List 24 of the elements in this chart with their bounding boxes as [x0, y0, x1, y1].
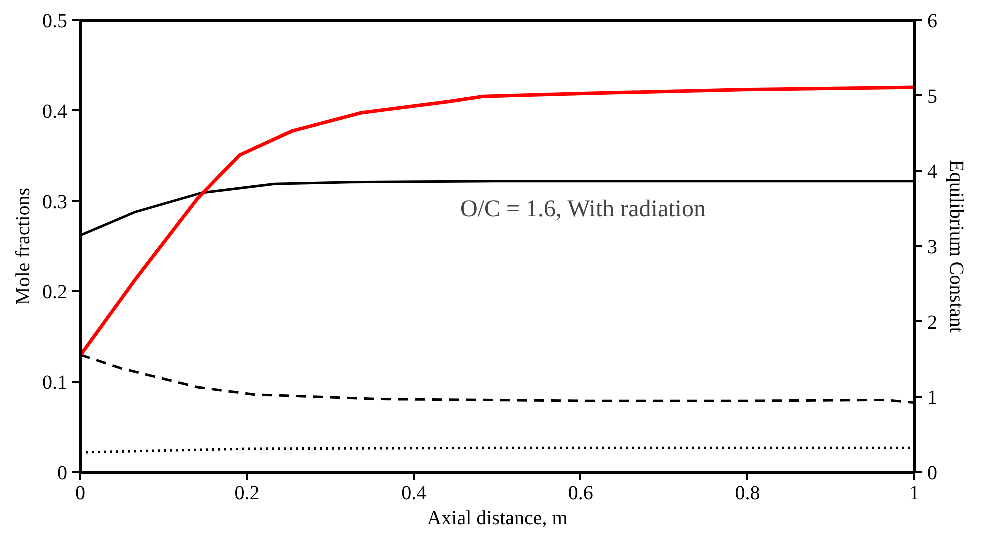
y2-tick-label: 2: [928, 312, 938, 334]
y-tick-label: 0.4: [42, 100, 68, 123]
y2-tick-label: 6: [928, 10, 938, 32]
y2-tick-label: 3: [928, 236, 938, 258]
annotation: O/C = 1.6, With radiation: [460, 196, 706, 222]
x-axis-title: Axial distance, m: [427, 508, 568, 530]
x-tick-label: 0.2: [234, 482, 260, 504]
x-tick-label: 0.4: [402, 482, 427, 504]
y-tick-label: 0.2: [42, 282, 68, 304]
y-tick-label: 0.3: [42, 191, 68, 214]
y2-tick-label: 5: [928, 86, 938, 108]
y-axis-title: Mole fractions: [12, 188, 34, 306]
x-tick-label: 0.6: [568, 482, 594, 504]
x-tick-label: 1: [910, 482, 920, 504]
y2-tick-label: 4: [928, 161, 938, 184]
y-tick-label: 0.1: [42, 372, 68, 394]
y2-tick-label: 1: [928, 387, 938, 410]
y-tick-label: 0.5: [42, 10, 68, 32]
y-tick-label: 0: [58, 462, 68, 484]
x-tick-label: 0: [76, 482, 86, 504]
x-tick-label: 0.8: [735, 482, 760, 504]
line-series: [80, 86, 914, 358]
y2-tick-label: 0: [928, 462, 938, 484]
y2-axis-title: Equilibrium Constant: [946, 160, 968, 334]
